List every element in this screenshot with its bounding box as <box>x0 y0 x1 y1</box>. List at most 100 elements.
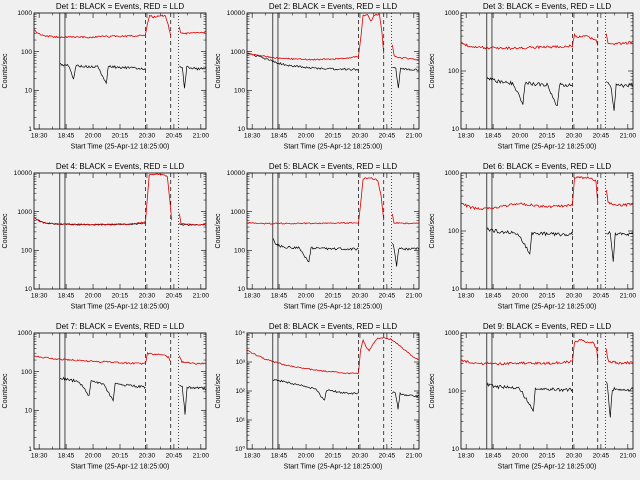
y-axis-label: Counts/sec <box>215 213 222 248</box>
x-tick-label: 20:45 <box>166 292 183 299</box>
y-tick-label: 10 <box>238 126 246 133</box>
y-tick-label: 1 <box>28 446 32 453</box>
x-tick-label: 20:45 <box>379 132 396 139</box>
x-tick-label: 20:15 <box>325 132 342 139</box>
series-events <box>605 81 633 111</box>
panel-title: Det 6: BLACK = Events, RED = LLD <box>483 162 611 171</box>
chart-svg: Det 4: BLACK = Events, RED = LLD Start Ti… <box>2 162 209 311</box>
series-events <box>605 230 633 262</box>
series-lld <box>178 26 207 35</box>
x-tick-label: 18:45 <box>271 132 288 139</box>
y-axis-label: Counts/sec <box>2 53 9 88</box>
x-tick-label: 21:00 <box>193 132 210 139</box>
y-tick-label: 1000 <box>444 330 459 337</box>
y-axis-label: Counts/sec <box>2 213 9 248</box>
series-lld <box>247 336 420 375</box>
series-events <box>486 76 573 106</box>
x-tick-label: 20:00 <box>511 132 528 139</box>
x-tick-label: 18:30 <box>458 292 475 299</box>
panel-title: Det 5: BLACK = Events, RED = LLD <box>269 162 397 171</box>
y-tick-label: 1000 <box>231 209 246 216</box>
series-lld <box>392 213 420 225</box>
x-tick-label: 20:30 <box>139 452 156 459</box>
x-tick-label: 20:15 <box>325 292 342 299</box>
y-tick-label: 1000 <box>17 209 32 216</box>
y-axis-label: Counts/sec <box>215 53 222 88</box>
x-axis-label: Start Time (25-Apr-12 18:25:00) <box>497 143 596 150</box>
chart-panel: Det 7: BLACK = Events, RED = LLD Start Ti… <box>0 320 213 480</box>
series-events <box>273 379 359 401</box>
series-lld <box>178 213 206 226</box>
x-tick-label: 21:00 <box>619 452 636 459</box>
y-tick-label: 10¹ <box>236 417 246 424</box>
chart-svg: Det 8: BLACK = Events, RED = LLD Start Ti… <box>215 322 423 471</box>
series-events <box>486 227 573 255</box>
chart-panel: Det 2: BLACK = Events, RED = LLD Start Ti… <box>213 0 426 160</box>
panel-title: Det 1: BLACK = Events, RED = LLD <box>56 2 184 11</box>
y-tick-label: 1 <box>28 126 32 133</box>
series-lld <box>605 189 633 208</box>
series-events <box>179 385 207 415</box>
y-tick-label: 10³ <box>236 359 246 366</box>
x-axis-label: Start Time (25-Apr-12 18:25:00) <box>71 463 170 470</box>
x-tick-label: 18:30 <box>244 452 261 459</box>
series-events <box>392 391 420 410</box>
x-tick-label: 18:30 <box>458 132 475 139</box>
y-tick-label: 1000 <box>444 170 459 177</box>
panel-title: Det 9: BLACK = Events, RED = LLD <box>483 322 611 331</box>
chart-svg: Det 2: BLACK = Events, RED = LLD Start Ti… <box>215 2 422 151</box>
y-tick-label: 10000 <box>227 10 246 17</box>
series-events <box>179 65 207 89</box>
x-tick-label: 20:30 <box>565 292 582 299</box>
x-tick-label: 18:30 <box>31 132 48 139</box>
x-tick-label: 18:45 <box>58 292 75 299</box>
x-tick-label: 20:30 <box>565 452 582 459</box>
series-lld <box>460 32 598 51</box>
y-axis-label: Counts/sec <box>429 213 436 248</box>
y-tick-label: 10⁴ <box>235 330 245 337</box>
x-tick-label: 20:15 <box>538 452 555 459</box>
chart-svg: Det 6: BLACK = Events, RED = LLD Start Ti… <box>429 162 636 311</box>
x-tick-label: 20:30 <box>565 132 582 139</box>
x-tick-label: 20:15 <box>538 132 555 139</box>
x-tick-label: 18:30 <box>244 292 261 299</box>
y-tick-label: 100 <box>448 228 459 235</box>
chart-panel: Det 8: BLACK = Events, RED = LLD Start Ti… <box>213 320 426 480</box>
x-tick-label: 20:45 <box>592 452 609 459</box>
x-tick-label: 20:45 <box>166 452 183 459</box>
x-axis-label: Start Time (25-Apr-12 18:25:00) <box>71 303 170 310</box>
x-tick-label: 21:00 <box>619 292 636 299</box>
x-tick-label: 20:15 <box>112 292 129 299</box>
x-tick-label: 18:45 <box>271 452 288 459</box>
series-lld <box>392 44 420 61</box>
y-tick-label: 10 <box>451 446 459 453</box>
chart-svg: Det 1: BLACK = Events, RED = LLD Start Ti… <box>2 2 210 151</box>
x-tick-label: 21:00 <box>406 452 423 459</box>
y-tick-label: 100 <box>234 88 245 95</box>
chart-svg: Det 3: BLACK = Events, RED = LLD Start Ti… <box>429 2 636 151</box>
y-tick-label: 10 <box>238 286 246 293</box>
x-tick-label: 18:30 <box>244 132 261 139</box>
x-tick-label: 18:45 <box>58 132 75 139</box>
panel-title: Det 8: BLACK = Events, RED = LLD <box>269 322 397 331</box>
x-axis-label: Start Time (25-Apr-12 18:25:00) <box>497 463 596 470</box>
x-tick-label: 20:15 <box>325 452 342 459</box>
y-tick-label: 1000 <box>17 10 32 17</box>
x-tick-label: 20:30 <box>139 132 156 139</box>
chart-panel: Det 4: BLACK = Events, RED = LLD Start Ti… <box>0 160 213 320</box>
y-tick-label: 10 <box>25 408 33 415</box>
x-tick-label: 20:45 <box>379 452 396 459</box>
series-events <box>59 63 146 85</box>
series-events <box>486 382 573 412</box>
x-tick-label: 20:30 <box>352 292 369 299</box>
y-tick-label: 1000 <box>231 49 246 56</box>
y-tick-label: 100 <box>21 248 32 255</box>
x-axis-label: Start Time (25-Apr-12 18:25:00) <box>284 463 383 470</box>
series-events <box>272 237 359 263</box>
y-tick-label: 100 <box>21 49 32 56</box>
x-tick-label: 18:30 <box>31 292 48 299</box>
series-lld <box>178 355 207 365</box>
y-axis-label: Counts/sec <box>2 373 9 408</box>
x-tick-label: 20:45 <box>379 292 396 299</box>
